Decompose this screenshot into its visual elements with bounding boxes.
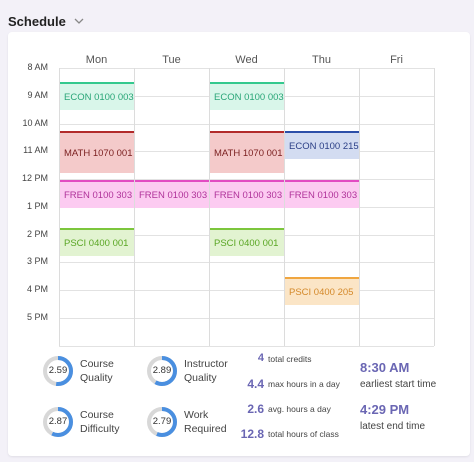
rating-label: Course Quality xyxy=(80,357,114,385)
grid-line xyxy=(59,290,434,291)
donut-fill xyxy=(147,407,177,437)
rating-label-line1: Course xyxy=(80,409,114,421)
grid-line xyxy=(59,262,434,264)
schedule-header[interactable]: Schedule xyxy=(8,12,84,30)
rating-donut xyxy=(43,356,73,386)
rating-label-line1: Course xyxy=(80,358,114,370)
time-label: 10 AM xyxy=(22,117,48,128)
course-block[interactable]: ECON 0100 215 xyxy=(285,131,359,159)
summary-label: total credits xyxy=(268,354,312,364)
course-label: PSCI 0400 001 xyxy=(64,237,129,249)
course-label: PSCI 0400 205 xyxy=(289,286,354,298)
rating-label: Work Required xyxy=(184,408,227,436)
day-header-mon: Mon xyxy=(85,54,108,66)
grid-column-line xyxy=(359,68,360,346)
time-label: 5 PM xyxy=(26,311,48,322)
summary-value: 4.4 xyxy=(247,377,264,391)
grid-column-line xyxy=(209,68,210,346)
rating-label-line1: Work xyxy=(184,409,209,421)
summary-value: 12.8 xyxy=(240,427,264,441)
rating-label: Instructor Quality xyxy=(184,357,228,385)
rating-label: Course Difficulty xyxy=(80,408,119,436)
grid-line xyxy=(59,123,434,125)
donut-fill xyxy=(43,356,73,386)
chevron-down-icon[interactable] xyxy=(74,16,84,26)
course-label: FREN 0100 303 xyxy=(289,189,358,201)
day-header-wed: Wed xyxy=(235,54,258,66)
time-summary-label: latest end time xyxy=(360,421,426,432)
grid-column-line xyxy=(434,68,435,346)
time-summary-value: 4:29 PM xyxy=(360,402,410,417)
course-label: PSCI 0400 001 xyxy=(214,237,279,249)
grid-line xyxy=(59,317,434,319)
time-label: 11 AM xyxy=(23,145,48,156)
course-label: ECON 0100 003 xyxy=(214,91,284,103)
time-label: 1 PM xyxy=(26,200,48,211)
rating-label-line2: Difficulty xyxy=(80,423,120,435)
rating-label-line2: Required xyxy=(184,423,227,435)
time-label: 2 PM xyxy=(26,228,48,239)
rating-value: 2.89 xyxy=(152,365,172,376)
time-label: 4 PM xyxy=(26,284,48,294)
day-header-thu: Thu xyxy=(312,54,331,66)
course-block[interactable]: PSCI 0400 001 xyxy=(210,228,284,256)
rating-value: 2.59 xyxy=(48,365,68,376)
summary-label: total hours of class xyxy=(268,429,339,439)
rating-donut xyxy=(147,407,177,437)
time-label: 12 PM xyxy=(21,173,48,183)
time-label: 8 AM xyxy=(27,62,48,72)
course-block[interactable]: FREN 0100 303 xyxy=(135,180,209,208)
course-label: MATH 1070 001 xyxy=(64,147,133,159)
donut-fill xyxy=(147,356,177,386)
time-summary-value: 8:30 AM xyxy=(360,360,410,375)
grid-column-line xyxy=(134,68,135,346)
course-block[interactable]: MATH 1070 001 xyxy=(60,131,134,173)
rating-donut xyxy=(147,356,177,386)
grid-line xyxy=(59,68,434,69)
course-block[interactable]: ECON 0100 003 xyxy=(210,82,284,110)
course-block[interactable]: FREN 0100 303 xyxy=(60,180,134,208)
summary-label: avg. hours a day xyxy=(268,404,331,414)
course-label: MATH 1070 001 xyxy=(214,147,283,159)
summary-value: 2.6 xyxy=(247,402,264,416)
course-block[interactable]: PSCI 0400 205 xyxy=(285,277,359,305)
summary-label: max hours in a day xyxy=(268,379,340,389)
course-label: FREN 0100 303 xyxy=(139,189,208,201)
time-label: 9 AM xyxy=(27,89,48,100)
rating-value: 2.79 xyxy=(152,416,172,427)
course-block[interactable]: FREN 0100 303 xyxy=(210,180,284,208)
day-header-tue: Tue xyxy=(162,54,181,66)
page-title: Schedule xyxy=(8,13,66,29)
rating-donut xyxy=(43,407,73,437)
course-block[interactable]: PSCI 0400 001 xyxy=(60,228,134,256)
course-label: FREN 0100 303 xyxy=(64,189,133,201)
course-block[interactable]: FREN 0100 303 xyxy=(285,180,359,208)
schedule-card: Mon Tue Wed Thu Fri 8 AM 9 AM 10 AM 11 AM 12 PM 1 … xyxy=(8,32,470,456)
course-block[interactable]: ECON 0100 003 xyxy=(60,82,134,110)
rating-value: 2.87 xyxy=(48,416,68,427)
course-label: FREN 0100 303 xyxy=(214,189,283,201)
day-header-fri: Fri xyxy=(390,54,403,66)
grid-column-line xyxy=(284,68,285,346)
time-label: 3 PM xyxy=(26,256,48,267)
grid-line xyxy=(59,179,434,180)
rating-label-line1: Instructor xyxy=(184,358,228,370)
donut-fill xyxy=(43,407,73,437)
course-label: ECON 0100 215 xyxy=(289,140,359,152)
rating-label-line2: Quality xyxy=(80,372,113,384)
course-block[interactable]: MATH 1070 001 xyxy=(210,131,284,173)
time-summary-label: earliest start time xyxy=(360,379,437,390)
grid-column-line xyxy=(59,68,60,346)
grid-line xyxy=(59,345,434,347)
rating-label-line2: Quality xyxy=(184,372,217,384)
course-label: ECON 0100 003 xyxy=(64,91,134,103)
summary-value: 4 xyxy=(257,352,264,364)
